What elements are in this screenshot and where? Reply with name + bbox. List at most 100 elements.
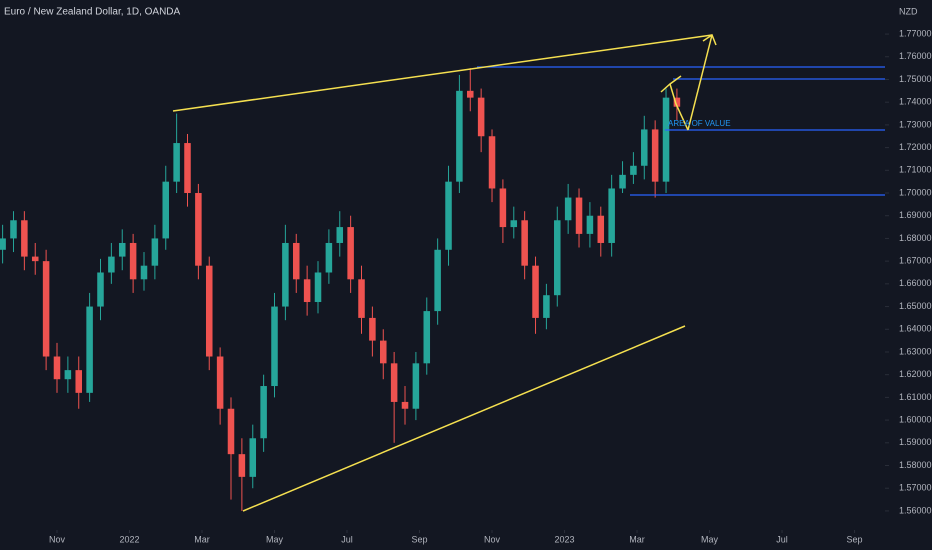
candle-body bbox=[271, 306, 278, 387]
candles bbox=[0, 68, 681, 511]
y-tick-label: 1.77000 bbox=[899, 28, 932, 38]
candle-body bbox=[195, 193, 202, 266]
candle-body bbox=[42, 261, 50, 357]
candle-body bbox=[292, 242, 300, 280]
candle-body bbox=[412, 363, 420, 409]
candle-body bbox=[641, 129, 648, 166]
y-tick-label: 1.59000 bbox=[899, 437, 932, 447]
y-tick-label: 1.57000 bbox=[899, 483, 932, 493]
x-tick-label: 2022 bbox=[119, 534, 139, 544]
candle-body bbox=[162, 181, 170, 239]
candle-body bbox=[554, 220, 561, 296]
x-tick-label: 2023 bbox=[555, 534, 575, 544]
x-tick-label: Mar bbox=[194, 534, 210, 544]
x-tick-label: May bbox=[266, 534, 284, 544]
candle-body bbox=[64, 370, 72, 380]
candle-body bbox=[651, 129, 659, 182]
candle-body bbox=[303, 279, 311, 303]
candle-body bbox=[445, 181, 452, 250]
candle-body bbox=[205, 265, 213, 357]
x-tick-label: Nov bbox=[49, 534, 66, 544]
candle-body bbox=[31, 256, 39, 262]
y-tick-label: 1.60000 bbox=[899, 414, 932, 424]
candle-body bbox=[575, 197, 583, 234]
candle-body bbox=[608, 188, 615, 243]
y-tick-label: 1.67000 bbox=[899, 256, 932, 266]
y-tick-label: 1.66000 bbox=[899, 278, 932, 288]
candle-body bbox=[488, 136, 496, 189]
trend-line bbox=[172, 34, 713, 112]
y-tick-label: 1.69000 bbox=[899, 210, 932, 220]
y-tick-label: 1.62000 bbox=[899, 369, 932, 379]
candle-body bbox=[358, 279, 365, 318]
candle-body bbox=[184, 143, 191, 194]
candle-body bbox=[238, 454, 246, 477]
x-tick-label: Sep bbox=[412, 534, 428, 544]
candle-body bbox=[477, 97, 485, 137]
candle-body bbox=[380, 340, 387, 364]
projection-arrow bbox=[687, 34, 713, 131]
candle-body bbox=[216, 356, 224, 409]
candle-body bbox=[314, 272, 322, 303]
y-tick-label: 1.72000 bbox=[899, 142, 932, 152]
y-tick-label: 1.63000 bbox=[899, 346, 932, 356]
y-tick-label: 1.64000 bbox=[899, 324, 932, 334]
candle-body bbox=[227, 408, 235, 455]
candle-body bbox=[173, 143, 180, 182]
annotation: AREA OF VALUE bbox=[668, 119, 731, 128]
candle-body bbox=[586, 215, 594, 234]
candle-body bbox=[260, 386, 267, 439]
x-tick-label: Jul bbox=[341, 534, 353, 544]
y-tick-label: 1.68000 bbox=[899, 233, 932, 243]
y-tick-label: 1.58000 bbox=[899, 460, 932, 470]
candle-body bbox=[140, 265, 148, 280]
candle-body bbox=[75, 370, 83, 393]
x-tick-label: Sep bbox=[847, 534, 863, 544]
x-tick-label: Jul bbox=[776, 534, 788, 544]
candle-body bbox=[456, 90, 463, 182]
candle-body bbox=[630, 165, 637, 175]
candle-body bbox=[521, 220, 528, 266]
candle-body bbox=[129, 242, 137, 280]
trend-line bbox=[242, 325, 686, 512]
y-axis-label: NZD bbox=[899, 6, 918, 16]
candle-body bbox=[86, 306, 93, 393]
y-tick-label: 1.65000 bbox=[899, 301, 932, 311]
candle-body bbox=[434, 249, 441, 312]
candle-body bbox=[467, 90, 474, 98]
candle-body bbox=[0, 238, 6, 250]
y-tick-label: 1.71000 bbox=[899, 165, 932, 175]
candle-body bbox=[619, 174, 626, 189]
candle-body bbox=[662, 97, 670, 182]
y-tick-label: 1.74000 bbox=[899, 97, 932, 107]
candle-body bbox=[10, 220, 17, 239]
candle-body bbox=[499, 188, 507, 228]
y-tick-label: 1.73000 bbox=[899, 119, 932, 129]
candle-body bbox=[97, 272, 104, 307]
y-tick-label: 1.75000 bbox=[899, 74, 932, 84]
y-tick-label: 1.56000 bbox=[899, 505, 932, 515]
candle-body bbox=[325, 242, 333, 273]
arrow-head bbox=[702, 33, 717, 46]
chart-title: Euro / New Zealand Dollar, 1D, OANDA bbox=[4, 7, 181, 18]
candle-body bbox=[108, 256, 115, 273]
x-tick-label: Mar bbox=[629, 534, 645, 544]
projection-line bbox=[669, 83, 689, 131]
x-tick-label: Nov bbox=[484, 534, 501, 544]
candle-body bbox=[53, 356, 61, 380]
candle-body bbox=[347, 227, 354, 280]
candle-body bbox=[118, 242, 126, 257]
x-tick-label: May bbox=[701, 534, 719, 544]
y-tick-label: 1.61000 bbox=[899, 392, 932, 402]
candle-body bbox=[597, 215, 605, 243]
candle-body bbox=[249, 438, 257, 477]
candle-body bbox=[423, 311, 431, 364]
candle-body bbox=[532, 265, 539, 318]
candle-body bbox=[336, 227, 344, 243]
candle-body bbox=[401, 401, 409, 409]
candle-body bbox=[390, 363, 398, 402]
candle-body bbox=[510, 220, 518, 228]
candle-body bbox=[282, 242, 289, 307]
